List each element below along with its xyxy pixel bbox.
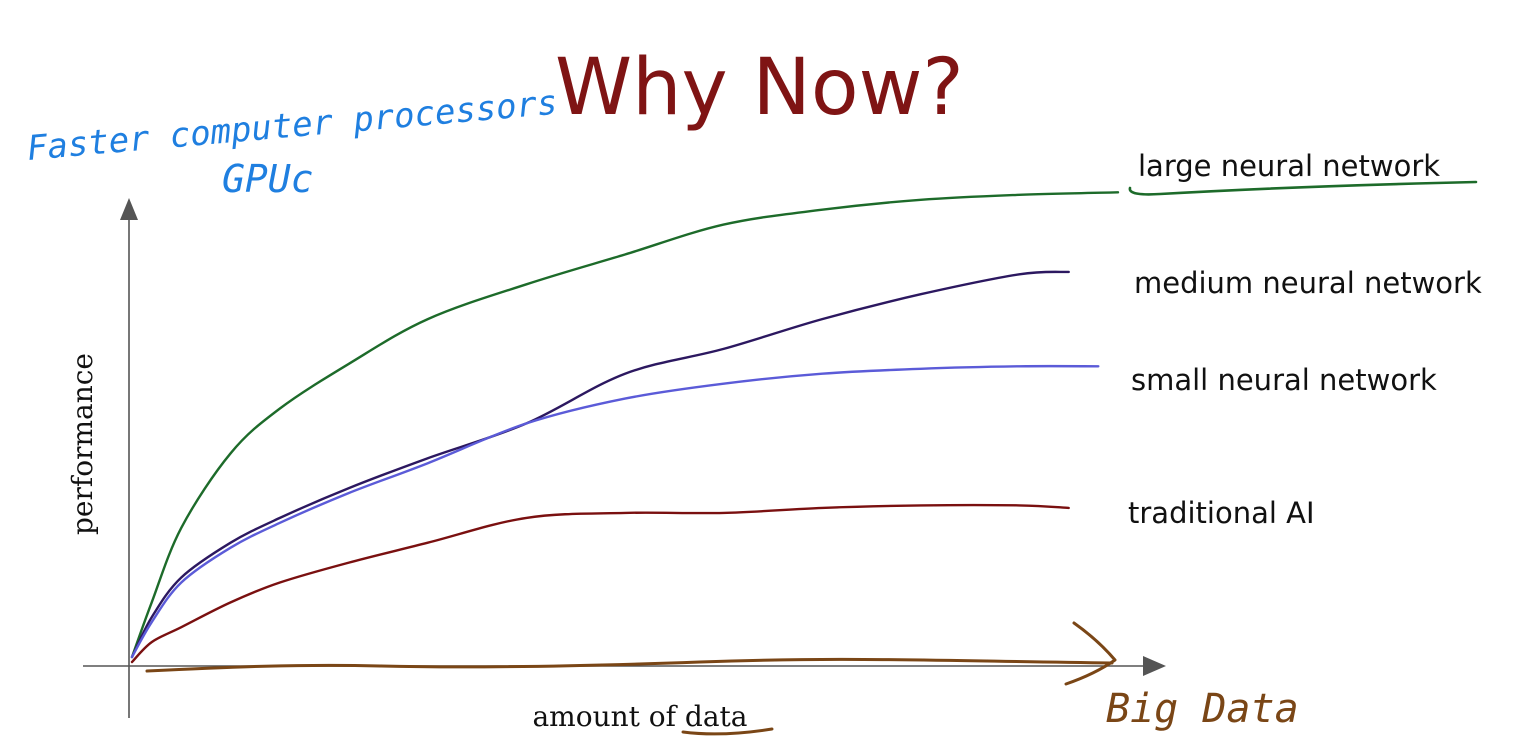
series-line-medium	[130, 270, 1070, 659]
big-data-arrow	[145, 621, 1117, 686]
large-network-underline	[1128, 180, 1478, 196]
series-label-small: small neural network	[1131, 363, 1437, 397]
series-labels: large neural network medium neural netwo…	[1128, 149, 1482, 530]
series-label-traditional: traditional AI	[1128, 496, 1315, 530]
x-axis-arrow-icon	[1143, 656, 1166, 676]
series-line-large	[130, 191, 1120, 659]
series-line-traditional	[130, 503, 1070, 664]
series-line-small	[130, 364, 1100, 659]
data-underline	[681, 727, 774, 736]
big-data-arrow-shaft	[145, 657, 1114, 673]
x-axis-label: amount of data	[532, 700, 747, 733]
y-axis-label: performance	[66, 353, 99, 535]
processors-annotation: Faster computer processors GPUc	[25, 83, 559, 201]
big-data-annotation: Big Data	[1106, 686, 1299, 732]
series-label-large: large neural network	[1138, 149, 1440, 183]
big-data-arrowhead-icon	[1064, 621, 1117, 686]
slide-title: Why Now?	[555, 43, 964, 133]
gpus-annotation-text: GPUc	[222, 157, 314, 201]
y-axis-arrow-icon	[120, 198, 138, 220]
series-label-medium: medium neural network	[1134, 266, 1482, 300]
series-layer	[130, 191, 1120, 664]
